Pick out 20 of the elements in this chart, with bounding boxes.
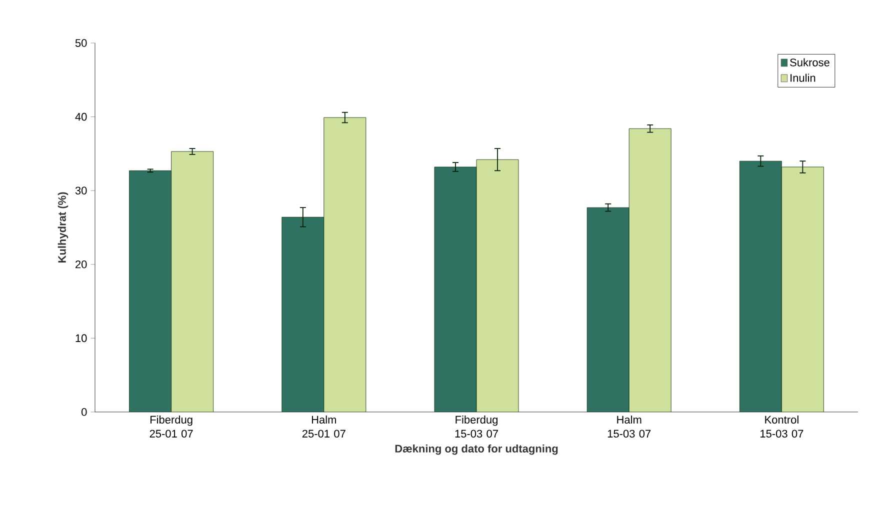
bar [324, 117, 366, 412]
y-tick-label: 0 [82, 408, 87, 416]
legend-label: Sukrose [790, 58, 830, 66]
bar [781, 166, 824, 412]
x-axis-title: Dækning og dato for udtagning [395, 444, 558, 455]
bar [628, 128, 672, 412]
x-tick-label: Fiberdug 25-01 07 [150, 416, 193, 438]
x-tick-label: Halm 25-01 07 [302, 416, 346, 438]
bar [476, 159, 519, 412]
legend-label: Inulin [790, 74, 816, 82]
y-axis-title: Kulhydrat (%) [58, 192, 68, 263]
y-tick-label: 10 [76, 334, 87, 342]
y-tick-label: 50 [75, 39, 87, 47]
y-tick-label: 30 [75, 186, 87, 194]
x-tick-label: Fiberdug 15-03 07 [455, 416, 498, 438]
y-tick-label: 40 [75, 112, 87, 121]
y-tick-label: 20 [76, 260, 87, 268]
x-tick-label: Kontrol 15-03 07 [760, 416, 804, 438]
bar [171, 151, 214, 412]
x-tick-label: Halm 15-03 07 [608, 416, 651, 438]
